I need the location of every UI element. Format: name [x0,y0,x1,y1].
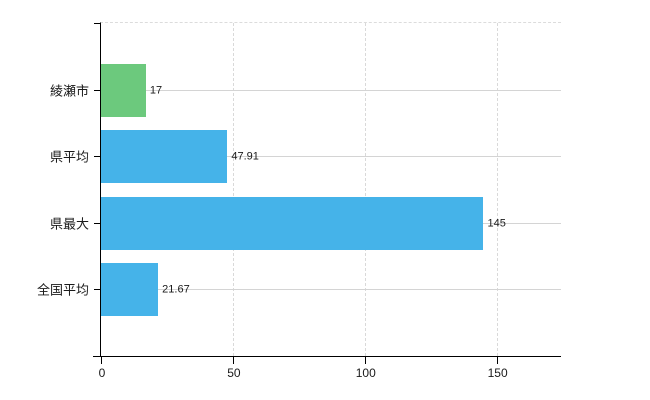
category-label: 全国平均 [36,282,89,298]
bar-value-label: 17 [149,84,163,97]
plot-area: 0 50 100 150 綾瀬市 17 県平均 47.91 県最大 145 全国平均 21.67 [37,22,561,379]
vertical-gridline [364,23,366,356]
y-axis-tick [94,89,101,91]
x-axis-tick [364,357,366,364]
y-axis-tick [94,156,101,158]
bar-3 [101,196,484,250]
vertical-gridline [496,23,498,356]
x-tick-label: 150 [487,366,508,380]
x-axis-overhang [93,356,101,357]
bar-value-label: 21.67 [162,283,190,296]
y-axis-tick [94,222,101,224]
category-label: 綾瀬市 [49,83,89,99]
y-axis-end-tick [94,23,101,24]
x-axis-tick [232,357,234,364]
y-axis-tick [94,289,101,291]
vertical-gridline [232,23,234,356]
bar-value-label: 47.91 [231,150,259,163]
x-axis-tick [101,357,102,364]
bar-1 [101,63,146,117]
horizontal-gridline [101,89,561,91]
bar-value-label: 145 [487,217,506,230]
x-tick-label: 100 [355,366,376,380]
horizontal-gridline [101,156,561,158]
x-tick-label: 50 [227,366,241,380]
horizontal-gridline [101,289,561,291]
bar-4 [101,263,159,317]
x-axis-tick [496,357,498,364]
category-label: 県最大 [49,216,89,232]
x-tick-label: 0 [98,366,106,380]
category-label: 県平均 [49,149,89,165]
bar-2 [101,130,228,184]
